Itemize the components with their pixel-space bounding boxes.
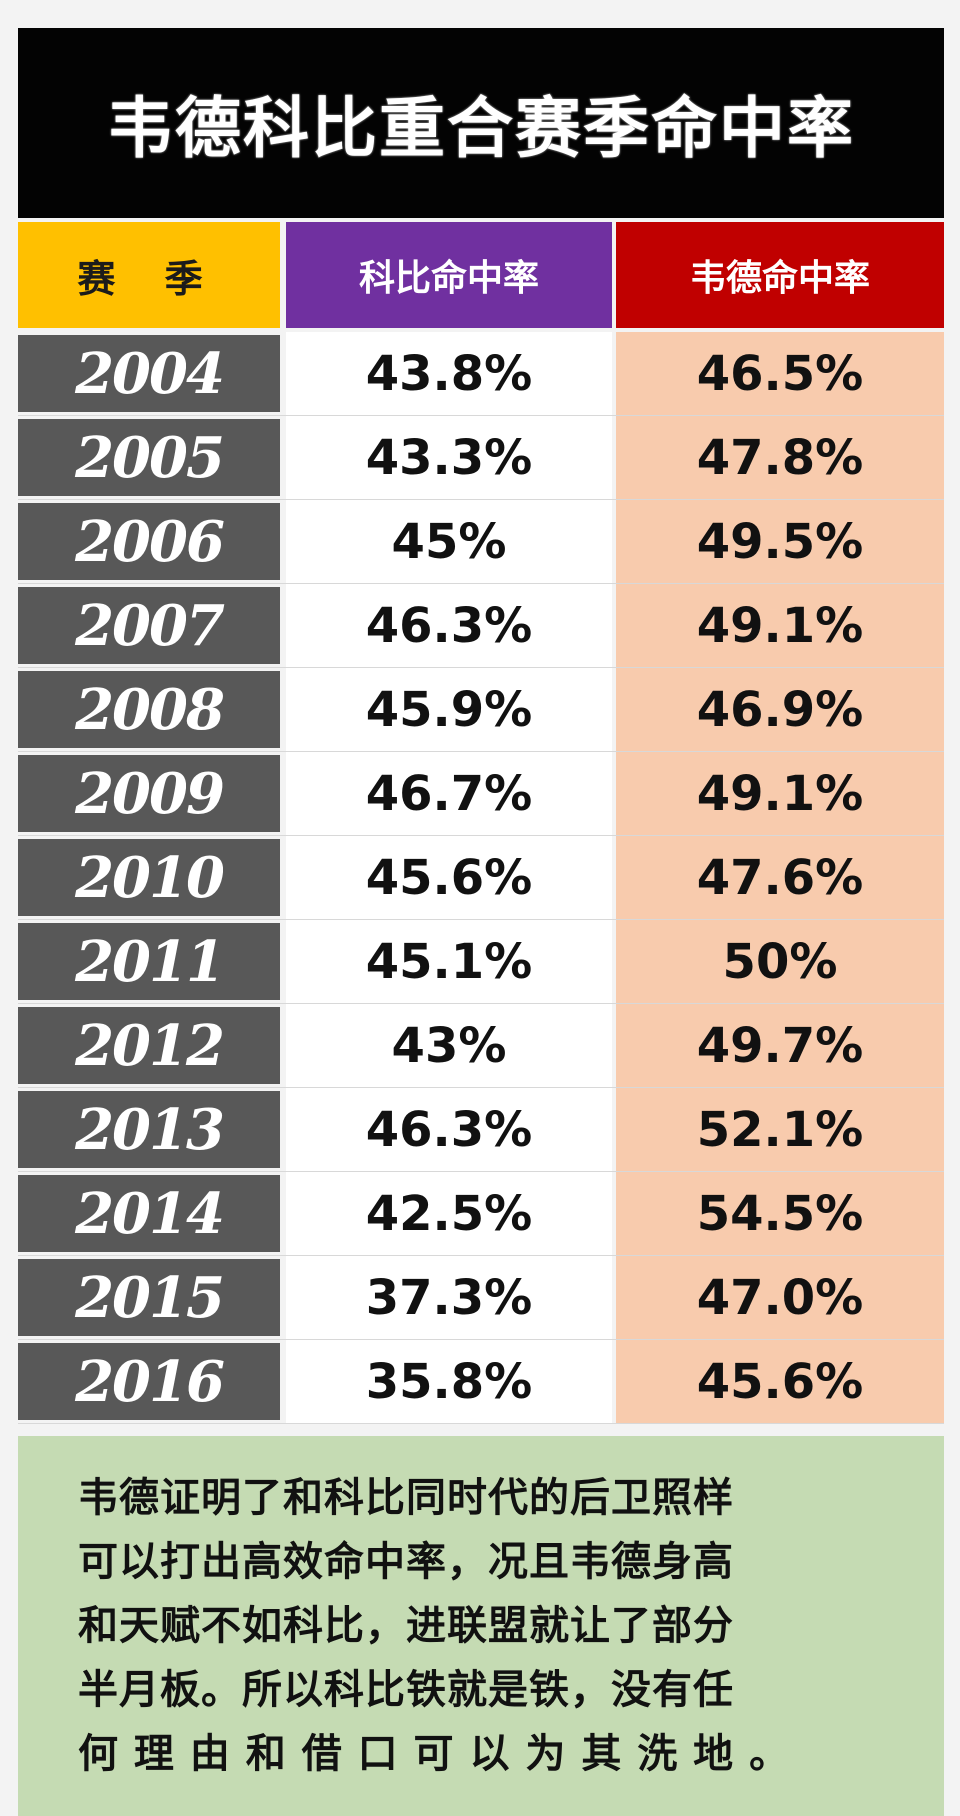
table-row: 2014 42.5% 54.5% [18, 1172, 944, 1256]
season-cell: 2007 [18, 584, 280, 667]
season-cell: 2011 [18, 920, 280, 1003]
table-row: 2011 45.1% 50% [18, 920, 944, 1004]
table-row: 2016 35.8% 45.6% [18, 1340, 944, 1424]
commentary-line: 何 理 由 和 借 口 可 以 为 其 洗 地 。 [78, 1731, 791, 1777]
season-cell: 2015 [18, 1256, 280, 1339]
kobe-fg-cell: 43% [286, 1004, 612, 1087]
wade-fg-cell: 47.6% [616, 836, 944, 919]
table-row: 2013 46.3% 52.1% [18, 1088, 944, 1172]
commentary-line: 可以打出高效命中率，况且韦德身高 [78, 1539, 734, 1585]
table-row: 2006 45% 49.5% [18, 500, 944, 584]
wade-fg-cell: 47.0% [616, 1256, 944, 1339]
wade-fg-cell: 46.5% [616, 332, 944, 415]
season-cell: 2010 [18, 836, 280, 919]
season-cell: 2014 [18, 1172, 280, 1255]
table-row: 2015 37.3% 47.0% [18, 1256, 944, 1340]
table-row: 2004 43.8% 46.5% [18, 332, 944, 416]
table-row: 2010 45.6% 47.6% [18, 836, 944, 920]
season-cell: 2009 [18, 752, 280, 835]
header-season: 赛 季 [18, 222, 280, 328]
title-banner: 韦德科比重合赛季命中率 [18, 28, 944, 218]
wade-fg-cell: 49.5% [616, 500, 944, 583]
commentary-box: 韦德证明了和科比同时代的后卫照样 可以打出高效命中率，况且韦德身高 和天赋不如科比，… [18, 1436, 944, 1816]
kobe-fg-cell: 45% [286, 500, 612, 583]
kobe-fg-cell: 46.7% [286, 752, 612, 835]
season-cell: 2008 [18, 668, 280, 751]
table-row: 2005 43.3% 47.8% [18, 416, 944, 500]
kobe-fg-cell: 45.6% [286, 836, 612, 919]
season-cell: 2004 [18, 332, 280, 415]
season-cell: 2012 [18, 1004, 280, 1087]
wade-fg-cell: 49.1% [616, 752, 944, 835]
kobe-fg-cell: 43.8% [286, 332, 612, 415]
wade-fg-cell: 49.1% [616, 584, 944, 667]
table-row: 2008 45.9% 46.9% [18, 668, 944, 752]
wade-fg-cell: 46.9% [616, 668, 944, 751]
kobe-fg-cell: 37.3% [286, 1256, 612, 1339]
season-cell: 2013 [18, 1088, 280, 1171]
kobe-fg-cell: 46.3% [286, 584, 612, 667]
header-kobe-fg: 科比命中率 [286, 222, 612, 328]
table-row: 2007 46.3% 49.1% [18, 584, 944, 668]
wade-fg-cell: 52.1% [616, 1088, 944, 1171]
table-body: 2004 43.8% 46.5% 2005 43.3% 47.8% 2006 45% 49.5%… [18, 332, 944, 1424]
wade-fg-cell: 50% [616, 920, 944, 1003]
commentary-line: 和天赋不如科比，进联盟就让了部分 [78, 1603, 734, 1649]
wade-fg-cell: 45.6% [616, 1340, 944, 1423]
wade-fg-cell: 47.8% [616, 416, 944, 499]
header-wade-fg: 韦德命中率 [616, 222, 944, 328]
kobe-fg-cell: 45.1% [286, 920, 612, 1003]
season-cell: 2005 [18, 416, 280, 499]
kobe-fg-cell: 35.8% [286, 1340, 612, 1423]
commentary-line: 半月板。所以科比铁就是铁，没有任 [78, 1667, 734, 1713]
kobe-fg-cell: 43.3% [286, 416, 612, 499]
kobe-fg-cell: 42.5% [286, 1172, 612, 1255]
kobe-fg-cell: 45.9% [286, 668, 612, 751]
wade-fg-cell: 49.7% [616, 1004, 944, 1087]
chart-title: 韦德科比重合赛季命中率 [107, 90, 855, 167]
season-cell: 2006 [18, 500, 280, 583]
commentary-line: 韦德证明了和科比同时代的后卫照样 [78, 1475, 734, 1521]
table-header-row: 赛 季 科比命中率 韦德命中率 [18, 222, 944, 332]
kobe-fg-cell: 46.3% [286, 1088, 612, 1171]
wade-fg-cell: 54.5% [616, 1172, 944, 1255]
table-row: 2012 43% 49.7% [18, 1004, 944, 1088]
stats-table: 赛 季 科比命中率 韦德命中率 2004 43.8% 46.5% 2005 43.3% 4… [18, 222, 944, 1424]
season-cell: 2016 [18, 1340, 280, 1423]
commentary-text: 韦德证明了和科比同时代的后卫照样 可以打出高效命中率，况且韦德身高 和天赋不如科比，… [78, 1466, 896, 1786]
table-row: 2009 46.7% 49.1% [18, 752, 944, 836]
